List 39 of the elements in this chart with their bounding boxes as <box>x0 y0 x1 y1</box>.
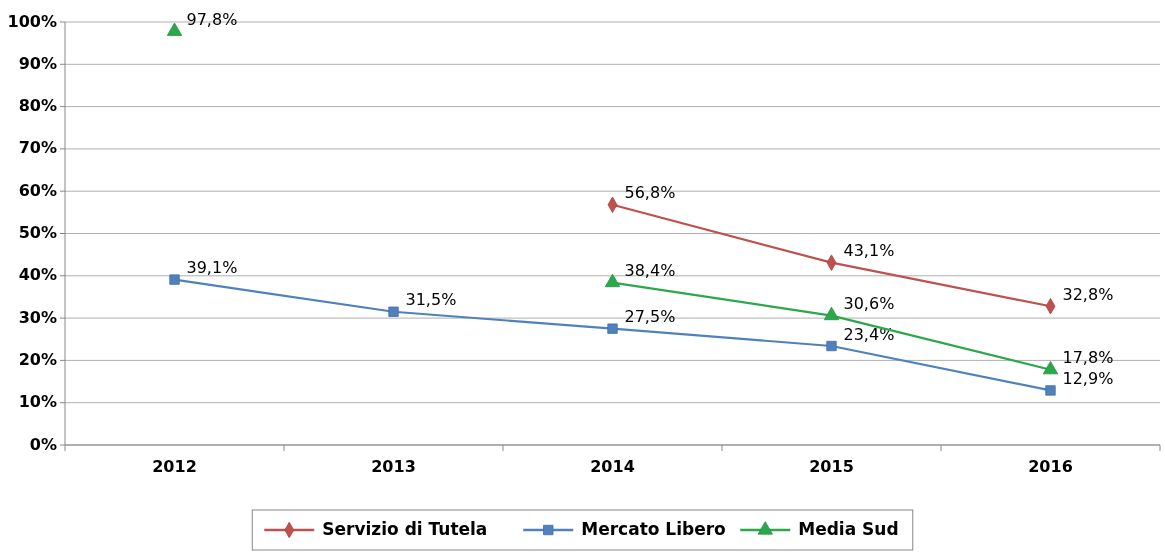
y-tick-label: 70% <box>18 138 57 158</box>
point <box>1045 385 1056 396</box>
y-tick-label: 60% <box>18 180 57 200</box>
data-label: 43,1% <box>843 241 895 261</box>
data-label: 38,4% <box>624 261 676 281</box>
data-label: 31,5% <box>405 290 457 310</box>
data-label: 39,1% <box>186 258 238 278</box>
y-tick-label: 90% <box>18 53 57 73</box>
point <box>607 323 618 334</box>
y-tick-label: 10% <box>18 392 57 412</box>
x-tick-label: 2012 <box>152 456 197 476</box>
data-label: 27,5% <box>624 307 676 327</box>
data-label: 97,8% <box>186 9 238 29</box>
y-tick-label: 80% <box>18 96 57 116</box>
y-tick-label: 100% <box>7 11 57 31</box>
point <box>166 22 183 36</box>
point <box>169 274 180 285</box>
x-tick-label: 2013 <box>371 456 416 476</box>
data-label: 17,8% <box>1062 348 1114 368</box>
point <box>388 306 399 317</box>
legend-label: Media Sud <box>798 519 899 539</box>
y-tick-label: 20% <box>18 349 57 369</box>
data-label: 12,9% <box>1062 368 1114 388</box>
legend-label: Servizio di Tutela <box>322 519 488 539</box>
data-label: 23,4% <box>843 324 895 344</box>
y-tick-label: 0% <box>29 434 57 454</box>
data-label: 32,8% <box>1062 284 1114 304</box>
y-tick-label: 40% <box>18 265 57 285</box>
legend-label: Mercato Libero <box>581 519 726 539</box>
y-tick-label: 30% <box>18 307 57 327</box>
x-tick-label: 2016 <box>1028 456 1073 476</box>
y-tick-label: 50% <box>18 223 57 242</box>
point <box>823 306 840 321</box>
point <box>604 273 621 288</box>
data-label: 56,8% <box>624 183 676 203</box>
x-tick-label: 2015 <box>809 456 854 476</box>
data-label: 30,6% <box>843 294 895 314</box>
x-tick-label: 2014 <box>590 456 635 476</box>
point <box>826 340 837 352</box>
